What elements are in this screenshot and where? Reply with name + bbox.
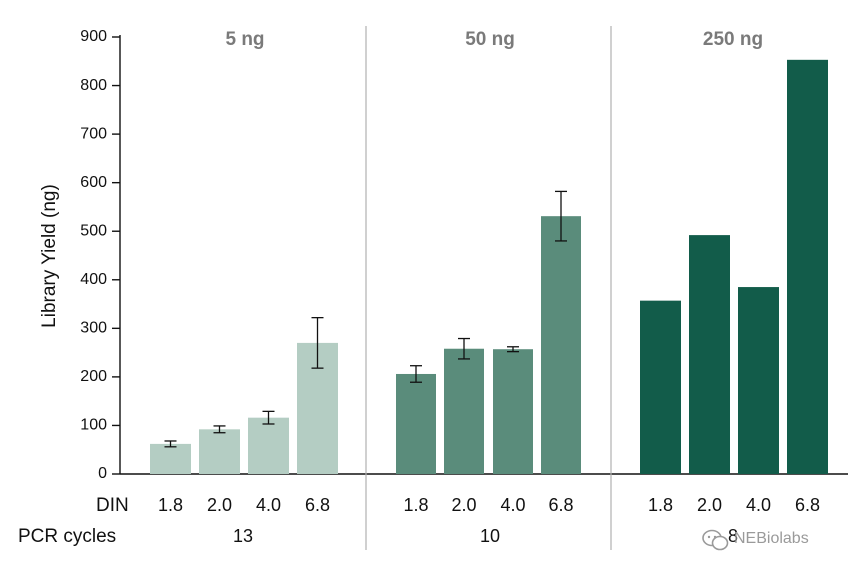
y-tick-label: 900: [80, 28, 107, 45]
bar: [444, 348, 484, 474]
pcr-cycles-value: 10: [480, 526, 500, 546]
y-axis-title: Library Yield (ng): [39, 184, 60, 328]
din-tick-label: 4.0: [746, 495, 771, 515]
group-dividers: [365, 26, 612, 550]
y-tick-label: 700: [80, 125, 107, 142]
y-tick-label: 100: [80, 417, 107, 434]
din-tick-label: 2.0: [697, 495, 722, 515]
group-title: 5 ng: [225, 29, 264, 50]
pcr-cycles-value: 13: [233, 526, 253, 546]
pcr-cycles-row-label: PCR cycles: [18, 526, 116, 547]
bar: [640, 300, 681, 474]
bar: [199, 429, 240, 474]
bar: [248, 417, 289, 474]
group-title: 250 ng: [703, 29, 763, 50]
pcr-cycles-value: 8: [728, 526, 738, 546]
din-tick-label: 6.8: [548, 495, 573, 515]
din-tick-label: 4.0: [256, 495, 281, 515]
bar: [150, 443, 191, 474]
y-tick-label: 300: [80, 320, 107, 337]
watermark-text: NEBiolabs: [734, 530, 809, 547]
bar: [787, 59, 828, 475]
group-title: 50 ng: [465, 29, 515, 50]
wechat-icon: [702, 529, 729, 551]
bars-layer: [150, 59, 828, 475]
bar: [493, 349, 533, 474]
y-tick-label: 200: [80, 368, 107, 385]
bar: [396, 373, 436, 474]
y-tick-label: 800: [80, 77, 107, 94]
din-tick-label: 6.8: [305, 495, 330, 515]
din-tick-label: 4.0: [500, 495, 525, 515]
bar: [541, 216, 581, 475]
y-tick-label: 500: [80, 222, 107, 239]
y-tick-label: 400: [80, 271, 107, 288]
din-tick-label: 2.0: [207, 495, 232, 515]
y-tick-label: 0: [98, 465, 107, 482]
din-tick-label: 1.8: [158, 495, 183, 515]
bar: [738, 287, 779, 474]
bar: [689, 235, 730, 474]
din-tick-label: 1.8: [403, 495, 428, 515]
din-tick-label: 2.0: [451, 495, 476, 515]
axis-layer: 0 100 200 300 400 500 600 700 800 900: [80, 28, 848, 482]
din-tick-label: 1.8: [648, 495, 673, 515]
din-row-label: DIN: [96, 495, 129, 516]
din-tick-label: 6.8: [795, 495, 820, 515]
labels-layer: 5 ng 13 1.8 2.0 4.0 6.8 50 ng 10 1.8 2.0 4.0 6.8 250…: [158, 29, 820, 546]
watermark: NEBiolabs: [702, 529, 809, 551]
y-tick-label: 600: [80, 174, 107, 191]
